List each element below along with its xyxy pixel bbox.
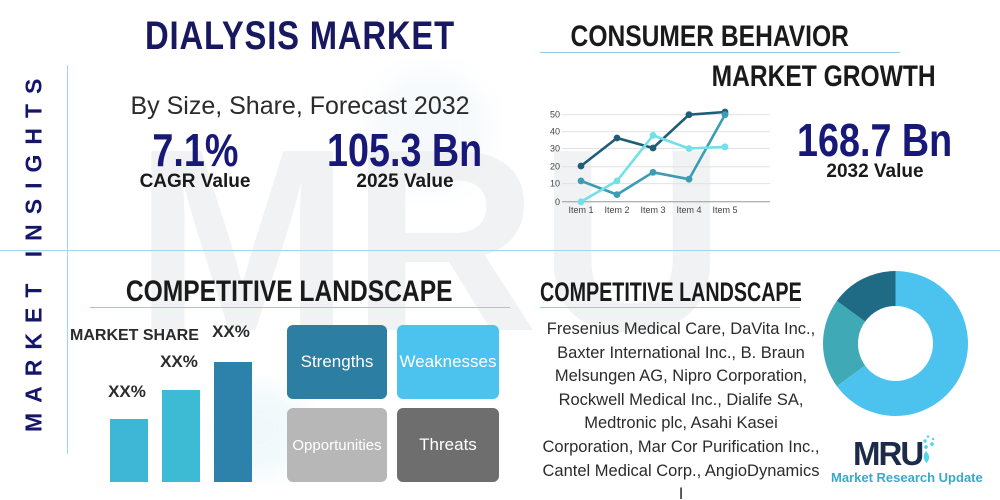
svg-text:0: 0: [555, 197, 560, 207]
svg-text:30: 30: [550, 144, 560, 154]
svg-text:20: 20: [550, 162, 560, 172]
svg-text:50: 50: [550, 110, 560, 120]
svg-text:Item 5: Item 5: [712, 205, 737, 215]
svg-text:MRU: MRU: [855, 435, 922, 472]
svg-text:40: 40: [550, 127, 560, 137]
svg-text:Item 4: Item 4: [676, 205, 701, 215]
svg-text:Item 3: Item 3: [640, 205, 665, 215]
svg-text:Item 1: Item 1: [568, 205, 593, 215]
svg-text:10: 10: [550, 179, 560, 189]
svg-text:Item 2: Item 2: [604, 205, 629, 215]
